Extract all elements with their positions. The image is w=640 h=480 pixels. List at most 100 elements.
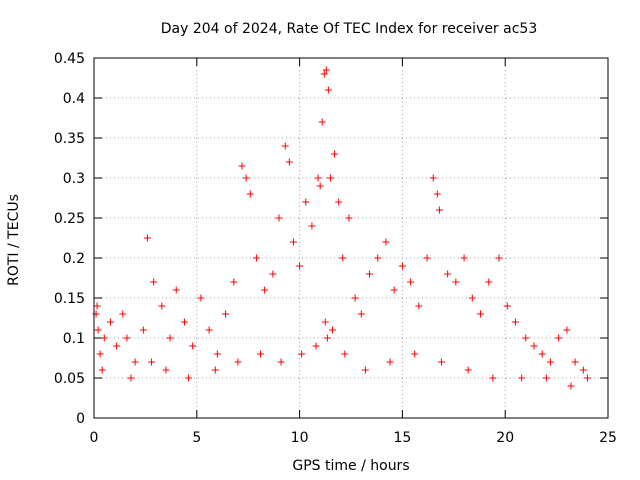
- data-point: [298, 350, 306, 358]
- data-point: [518, 374, 526, 382]
- y-tick-label: 0.3: [63, 171, 85, 187]
- data-point: [341, 350, 349, 358]
- data-point: [415, 302, 423, 310]
- data-point: [166, 334, 174, 342]
- data-point: [123, 334, 131, 342]
- data-point: [386, 358, 394, 366]
- data-point: [127, 374, 135, 382]
- data-point: [407, 278, 415, 286]
- data-point: [326, 174, 334, 182]
- data-point: [213, 350, 221, 358]
- y-axis-label: ROTI / TECUs: [6, 194, 22, 286]
- data-point: [150, 278, 158, 286]
- data-point: [131, 358, 139, 366]
- data-point: [320, 70, 328, 78]
- data-point: [530, 342, 538, 350]
- data-point: [429, 174, 437, 182]
- y-tick-label: 0: [76, 411, 85, 427]
- data-point: [485, 278, 493, 286]
- data-point: [546, 358, 554, 366]
- data-point: [571, 358, 579, 366]
- data-point: [180, 318, 188, 326]
- axis-ticks: 0 0.05 0.1 0.15 0.2 0.25 0.3 0.35 0.4 0.45 0 5 10 15 2…: [54, 51, 617, 446]
- data-point: [390, 286, 398, 294]
- data-point: [324, 86, 332, 94]
- data-point: [357, 310, 365, 318]
- data-point: [452, 278, 460, 286]
- data-point: [172, 286, 180, 294]
- data-point: [328, 326, 336, 334]
- data-point: [444, 270, 452, 278]
- data-point: [205, 326, 213, 334]
- data-point: [148, 358, 156, 366]
- data-point: [322, 66, 330, 74]
- data-point: [119, 310, 127, 318]
- x-axis-label: GPS time / hours: [292, 458, 409, 474]
- data-point: [277, 358, 285, 366]
- data-point: [316, 182, 324, 190]
- data-point: [345, 214, 353, 222]
- data-point: [433, 190, 441, 198]
- data-point: [351, 294, 359, 302]
- y-tick-label: 0.1: [63, 331, 85, 347]
- x-tick-label: 0: [90, 430, 99, 446]
- data-point: [477, 310, 485, 318]
- x-tick-label: 25: [599, 430, 617, 446]
- data-point: [555, 334, 563, 342]
- data-point: [361, 366, 369, 374]
- data-point: [366, 270, 374, 278]
- data-point: [312, 342, 320, 350]
- data-point: [511, 318, 519, 326]
- data-point: [437, 358, 445, 366]
- data-point: [94, 326, 102, 334]
- data-point: [323, 334, 331, 342]
- data-point: [331, 150, 339, 158]
- data-point: [222, 310, 230, 318]
- y-tick-label: 0.35: [54, 131, 85, 147]
- data-point: [468, 294, 476, 302]
- data-point: [93, 302, 101, 310]
- data-point: [411, 350, 419, 358]
- data-point: [579, 366, 587, 374]
- data-point: [503, 302, 511, 310]
- data-point: [185, 374, 193, 382]
- y-tick-label: 0.45: [54, 51, 85, 67]
- data-point: [242, 174, 250, 182]
- data-point: [522, 334, 530, 342]
- data-point: [538, 350, 546, 358]
- data-point: [197, 294, 205, 302]
- data-point: [464, 366, 472, 374]
- data-point: [583, 374, 591, 382]
- chart-title: Day 204 of 2024, Rate Of TEC Index for r…: [161, 21, 537, 37]
- data-point: [289, 238, 297, 246]
- data-point: [314, 174, 322, 182]
- data-point: [246, 190, 254, 198]
- data-point: [139, 326, 147, 334]
- data-point: [339, 254, 347, 262]
- data-point: [143, 234, 151, 242]
- data-point: [318, 118, 326, 126]
- data-point: [234, 358, 242, 366]
- data-point: [158, 302, 166, 310]
- data-point: [308, 222, 316, 230]
- data-point: [567, 382, 575, 390]
- data-point: [252, 254, 260, 262]
- data-points: [92, 66, 591, 390]
- data-point: [269, 270, 277, 278]
- data-point: [460, 254, 468, 262]
- data-point: [563, 326, 571, 334]
- y-tick-label: 0.4: [63, 91, 85, 107]
- data-point: [106, 318, 114, 326]
- x-tick-label: 10: [291, 430, 309, 446]
- data-point: [382, 238, 390, 246]
- y-tick-label: 0.15: [54, 291, 85, 307]
- data-point: [335, 198, 343, 206]
- data-point: [113, 342, 121, 350]
- y-tick-label: 0.2: [63, 251, 85, 267]
- grid-lines: [94, 58, 608, 418]
- data-point: [374, 254, 382, 262]
- data-point: [261, 286, 269, 294]
- data-point: [296, 262, 304, 270]
- data-point: [435, 206, 443, 214]
